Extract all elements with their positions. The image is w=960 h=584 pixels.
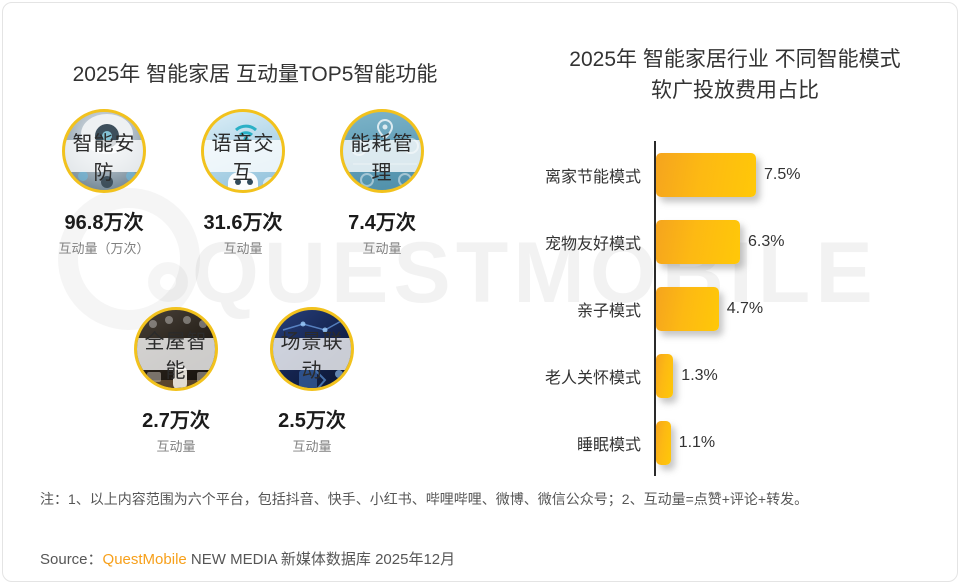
- questmobile-watermark-text: QUESTMOBILE: [192, 225, 878, 321]
- feature-unit: 互动量: [292, 439, 332, 454]
- bar: [656, 420, 671, 465]
- bar: [656, 152, 756, 197]
- right-chart-title-line2: 软广投放费用占比: [651, 79, 819, 102]
- bar-category-label: 亲子模式: [576, 302, 641, 320]
- feature-label: 全屋智能: [137, 331, 215, 382]
- smart-home-icons: [137, 316, 215, 388]
- bar-row: 宠物友好模式 6.3%: [500, 208, 945, 275]
- feature-label: 智能安防: [65, 133, 143, 184]
- feature-item-security: 智能安防 96.8万次 互动量（万次）: [29, 109, 179, 257]
- feature-item-scene-link: 场景联动 2.5万次 互动量: [237, 307, 387, 455]
- feature-label: 场景联动: [273, 331, 351, 382]
- feature-unit: 互动量: [362, 241, 402, 256]
- bar: [656, 353, 674, 398]
- feature-value: 96.8万次: [64, 212, 144, 234]
- feature-label: 能耗管理: [343, 133, 421, 184]
- bar-category-label: 睡眠模式: [576, 436, 641, 454]
- bar-value-label: 1.1%: [678, 433, 716, 451]
- footnote: 注：1、以上内容范围为六个平台，包括抖音、快手、小红书、哔哩哔哩、微博、微信公众…: [40, 491, 809, 507]
- feature-unit: 互动量: [156, 439, 196, 454]
- questmobile-logo-watermark-dot: [148, 262, 188, 302]
- feature-label: 语音交互: [204, 133, 282, 184]
- source-line: Source：QuestMobile NEW MEDIA 新媒体数据库 2025…: [40, 548, 455, 569]
- source-label: Source：: [40, 551, 103, 568]
- bar-track: 6.3%: [654, 208, 945, 275]
- bar-row: 亲子模式 4.7%: [500, 275, 945, 342]
- bar: [656, 286, 719, 331]
- left-chart-title: 2025年 智能家居 互动量TOP5智能功能: [72, 63, 438, 86]
- feature-value: 2.5万次: [278, 410, 346, 432]
- feature-item-voice: 语音交互 31.6万次 互动量: [168, 109, 318, 257]
- whole-home-photo: 全屋智能: [134, 307, 218, 391]
- bar-value-label: 1.3%: [681, 366, 718, 384]
- energy-management-photo: 能耗管理: [340, 109, 424, 193]
- feature-value: 7.4万次: [348, 212, 416, 234]
- feature-value: 2.7万次: [142, 410, 210, 432]
- feature-unit: 互动量（万次）: [58, 241, 150, 256]
- scene-linkage-photo: 场景联动: [270, 307, 354, 391]
- mode-spend-bar-chart: 离家节能模式 7.5% 宠物友好模式 6.3% 亲子模式 4.7% 老人关怀模式: [500, 141, 945, 476]
- bar-track: 1.1%: [654, 409, 945, 476]
- bar-row: 睡眠模式 1.1%: [500, 409, 945, 476]
- bar-value-label: 6.3%: [748, 232, 785, 250]
- bar-track: 1.3%: [654, 342, 945, 409]
- bar-category-label: 宠物友好模式: [544, 235, 641, 253]
- feature-item-whole-home: 全屋智能 2.7万次 互动量: [101, 307, 251, 455]
- feature-unit: 互动量: [223, 241, 263, 256]
- bar-category-label: 离家节能模式: [544, 168, 641, 186]
- source-rest: NEW MEDIA 新媒体数据库 2025年12月: [186, 551, 456, 568]
- feature-value: 31.6万次: [203, 212, 283, 234]
- bar-category-label: 老人关怀模式: [544, 369, 641, 387]
- right-chart-title-line1: 2025年 智能家居行业 不同智能模式: [569, 48, 901, 71]
- feature-item-energy: 能耗管理 7.4万次 互动量: [307, 109, 457, 257]
- voice-robot-photo: 语音交互: [201, 109, 285, 193]
- bar-track: 4.7%: [654, 275, 945, 342]
- source-brand: QuestMobile: [102, 551, 187, 568]
- security-camera-photo: 智能安防: [62, 109, 146, 193]
- right-chart-title: 2025年 智能家居行业 不同智能模式 软广投放费用占比: [520, 44, 950, 106]
- bar-track: 7.5%: [654, 141, 945, 208]
- scene-circuit-icon: [282, 319, 344, 388]
- bar: [656, 219, 740, 264]
- bar-value-label: 4.7%: [726, 299, 764, 317]
- bar-value-label: 7.5%: [764, 165, 801, 183]
- bar-row: 离家节能模式 7.5%: [500, 141, 945, 208]
- bar-row: 老人关怀模式 1.3%: [500, 342, 945, 409]
